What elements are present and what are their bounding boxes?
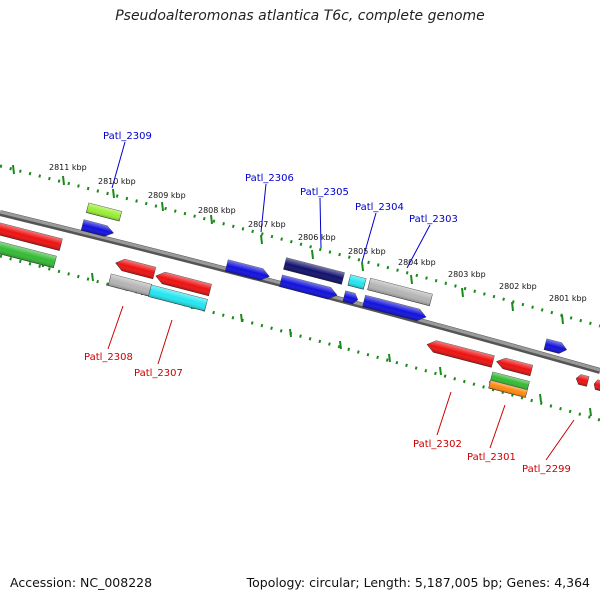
tick-mark: [161, 201, 164, 212]
kbp-label: 2809 kbp: [148, 191, 186, 200]
gene-label-top[interactable]: Patl_2306: [245, 173, 294, 184]
gene-arrow-orange: [488, 380, 528, 398]
tick-mark: [210, 214, 213, 225]
kbp-label: 2804 kbp: [398, 258, 436, 267]
gene-label-top[interactable]: Patl_2304: [355, 202, 404, 213]
tick-mark: [91, 272, 94, 282]
gene-arrow-blue: [543, 338, 568, 354]
leader-line: [545, 419, 575, 461]
tick-mark: [361, 261, 364, 272]
tick-mark: [240, 313, 243, 323]
kbp-label: 2805 kbp: [348, 247, 386, 256]
tick-mark: [539, 393, 542, 403]
gene-arrow-blue: [224, 259, 270, 281]
gene-arrow-red: [496, 357, 534, 377]
gene-label-top[interactable]: Patl_2309: [103, 131, 152, 142]
kbp-label: 2807 kbp: [248, 220, 286, 229]
tick-mark: [388, 353, 391, 363]
leader-line: [489, 404, 506, 449]
gene-arrow-lime: [85, 202, 123, 222]
tick-mark: [561, 314, 564, 325]
leader-line: [107, 305, 124, 350]
kbp-label: 2811 kbp: [49, 163, 87, 172]
accession-text: Accession: NC_008228: [10, 575, 153, 590]
gene-label-bottom[interactable]: Patl_2301: [467, 452, 516, 463]
leader-line: [157, 319, 173, 365]
gene-label-top[interactable]: Patl_2305: [300, 187, 349, 198]
gene-arrow-blue: [279, 274, 338, 300]
inner-dotted-track: [0, 254, 600, 422]
gene-label-bottom[interactable]: Patl_2302: [413, 439, 462, 450]
gene-arrow-gray: [367, 277, 433, 307]
leader-line: [319, 197, 322, 249]
tick-mark: [439, 366, 442, 376]
tick-mark: [12, 164, 15, 175]
kbp-label: 2810 kbp: [98, 177, 136, 186]
gene-arrow-red: [426, 340, 495, 368]
gene-arrow-red: [115, 258, 157, 280]
tick-mark: [461, 287, 464, 298]
kbp-label: 2802 kbp: [499, 282, 537, 291]
leader-line: [406, 224, 431, 269]
gene-arrow-red: [155, 271, 212, 297]
tick-mark: [260, 234, 263, 245]
kbp-label: 2803 kbp: [448, 270, 486, 279]
gene-arrow-green: [0, 239, 57, 269]
tick-mark: [112, 188, 115, 199]
tick-mark: [410, 274, 413, 285]
tick-mark: [511, 301, 514, 312]
gene-label-top[interactable]: Patl_2303: [409, 214, 458, 225]
gene-arrow-navy: [283, 257, 345, 285]
gene-arrow-cyan: [148, 284, 208, 312]
tick-mark: [289, 328, 292, 338]
gene-arrow-blue: [80, 219, 114, 237]
gene-arrow-gray: [107, 273, 153, 297]
gene-label-bottom[interactable]: Patl_2299: [522, 464, 571, 475]
gene-label-bottom[interactable]: Patl_2308: [84, 352, 133, 363]
gene-arrow-cyan: [347, 274, 367, 290]
tick-mark: [62, 175, 65, 186]
leader-line: [260, 183, 267, 233]
gene-arrow-red: [0, 221, 63, 251]
map-title: Pseudoalteromonas atlantica T6c, complet…: [115, 8, 485, 24]
kbp-label: 2801 kbp: [549, 294, 587, 303]
gene-arrow-blue: [342, 290, 359, 305]
tick-mark: [339, 340, 342, 350]
kbp-label: 2808 kbp: [198, 206, 236, 215]
topology-text: Topology: circular; Length: 5,187,005 bp…: [246, 575, 590, 590]
leader-line: [436, 391, 452, 436]
gene-arrow-red: [575, 374, 590, 387]
gene-arrow-red: [593, 379, 600, 392]
gene-arrow-blue: [362, 294, 427, 322]
tick-mark: [589, 407, 592, 417]
kbp-label: 2806 kbp: [298, 233, 336, 242]
gene-label-bottom[interactable]: Patl_2307: [134, 368, 183, 379]
leader-line: [361, 212, 377, 263]
tick-mark: [311, 249, 314, 260]
leader-line: [111, 141, 126, 189]
